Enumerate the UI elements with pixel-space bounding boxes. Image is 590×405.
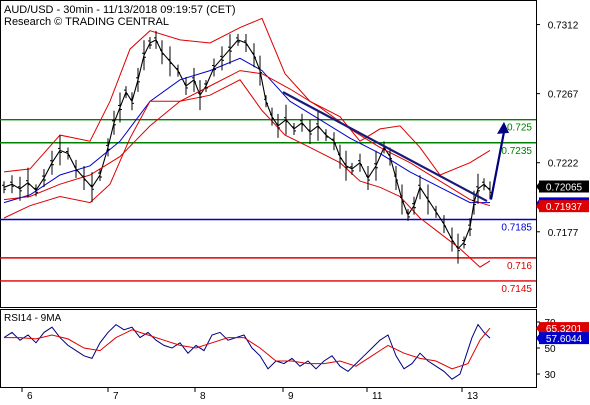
price-tag-box [539,200,589,213]
y-tick-label: 0.7177 [548,228,579,239]
price-tag-label: 0.72065 [546,183,583,194]
x-tick-label: 9 [288,391,294,400]
y-tick-label: 0.7312 [548,21,579,32]
x-tick-label: 11 [372,391,383,400]
series-band_upper [3,17,491,176]
price-tag-pointer [536,201,540,212]
rsi-tag-pointer [536,323,540,334]
rsi-plot: RSI14 - 9MA [3,313,491,380]
x-tick-label: 13 [467,391,479,400]
rsi-tag-box [539,322,589,335]
chart-background [0,0,537,388]
series-price [3,39,491,250]
chart-title: AUD/USD - 30min - 11/13/2018 09:19:57 (C… [4,4,236,16]
rsi-y-tick-label: 30 [544,370,556,381]
trendline [282,91,488,203]
x-tick-label: 8 [200,391,206,400]
rsi-tag-label: 57.6044 [546,334,583,345]
rsi-panel-frame [0,309,537,388]
main-plot: 0.725 0.7235 0.7185 0.716 0.7145 [0,17,536,295]
axes: 0.73120.72670.72220.71777050300.720650.7… [0,21,589,402]
level-label: 0.725 [507,123,532,134]
level-label: 0.7185 [501,223,532,234]
projection-arrow-head [497,121,509,134]
rsi-y-tick-label: 50 [544,344,556,355]
chart-source: Research © TRADING CENTRAL [4,16,169,28]
series-rsi_ma [4,327,491,370]
price-tag-box [539,180,589,193]
series-ma_slow [3,70,491,207]
price-tag-label: 0.71937 [546,202,583,213]
rsi-tag-label: 65.3201 [546,324,583,335]
x-tick-label: 7 [113,391,119,400]
series-rsi [3,323,491,380]
projection-arrow-shaft [489,131,506,200]
series-ma_fast [3,57,490,204]
level-label: 0.7145 [501,284,532,295]
rsi-title: RSI14 - 9MA [4,313,62,324]
level-label: 0.7235 [501,146,532,157]
rsi-tag-pointer [536,333,540,344]
level-label: 0.716 [507,261,532,272]
x-tick-label: 6 [27,391,33,400]
rsi-tag-box [539,332,589,345]
y-tick-label: 0.7267 [548,90,579,101]
main-panel-frame [0,0,537,308]
y-tick-label: 0.7222 [548,159,579,170]
series-band_lower [3,79,491,268]
price-tag-pointer [536,181,540,192]
